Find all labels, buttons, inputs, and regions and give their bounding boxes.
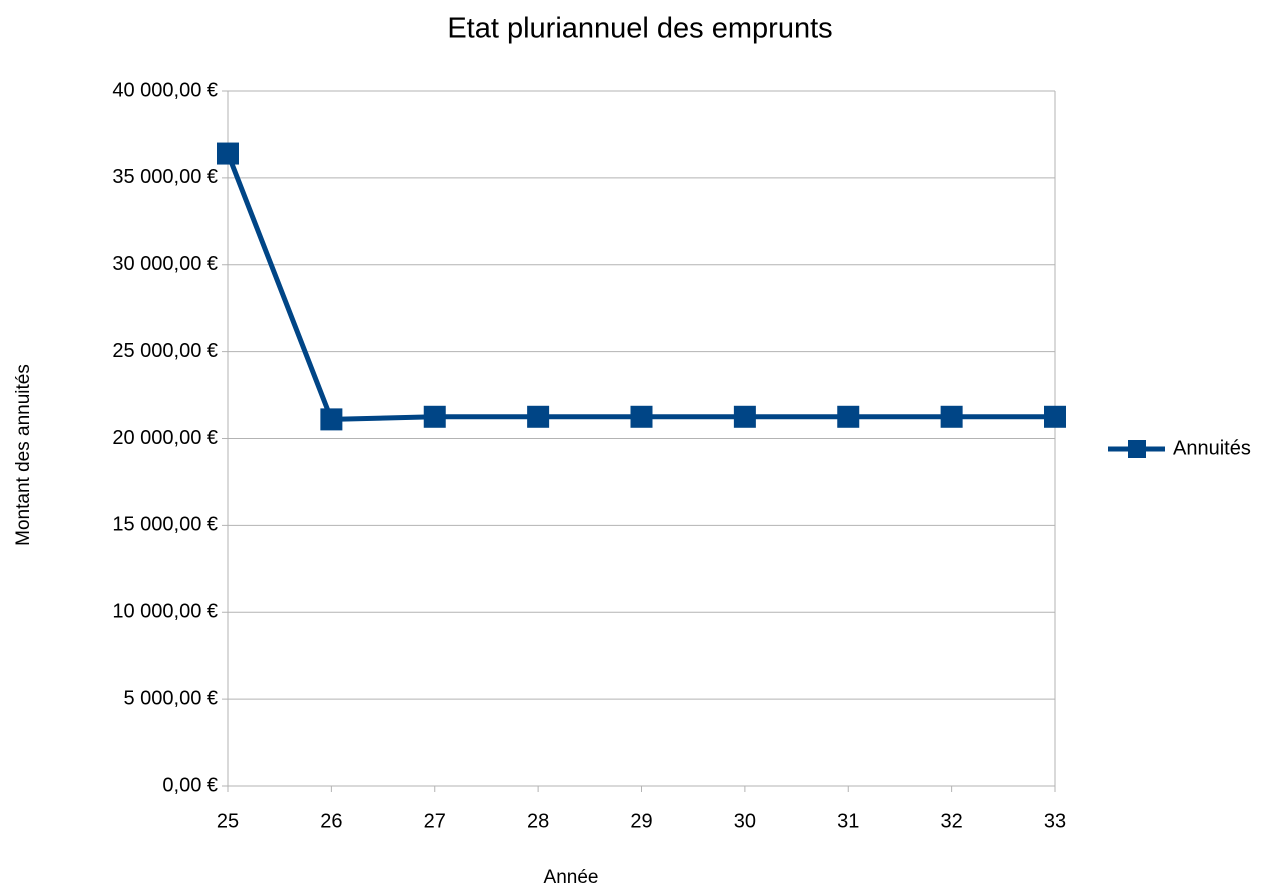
marker <box>1044 405 1066 428</box>
y-tick-label: 5 000,00 € <box>123 687 218 709</box>
marker <box>320 408 343 431</box>
y-axis-label: Montant des annuités <box>13 364 34 546</box>
marker <box>940 405 963 428</box>
y-tick-label: 15 000,00 € <box>112 514 218 536</box>
y-tick-label: 35 000,00 € <box>112 166 218 188</box>
chart-title: Etat pluriannuel des emprunts <box>447 13 832 45</box>
x-tick-label: 26 <box>320 810 342 832</box>
legend-label: Annuités <box>1173 437 1251 459</box>
y-tick-label: 25 000,00 € <box>112 340 218 362</box>
x-tick-label: 27 <box>424 810 446 832</box>
x-tick-label: 31 <box>837 810 859 832</box>
y-tick-label: 0,00 € <box>162 774 218 796</box>
marker <box>423 405 446 428</box>
y-tick-label: 40 000,00 € <box>112 79 218 101</box>
marker <box>630 405 653 428</box>
marker <box>527 405 550 428</box>
y-tick-label: 20 000,00 € <box>112 427 218 449</box>
marker <box>837 405 860 428</box>
marker <box>733 405 756 428</box>
x-tick-label: 32 <box>941 810 963 832</box>
legend-marker <box>1128 440 1146 458</box>
y-tick-label: 10 000,00 € <box>112 601 218 623</box>
x-tick-label: 30 <box>734 810 756 832</box>
data-line <box>225 152 1055 422</box>
x-tick-label: 25 <box>217 810 239 832</box>
y-tick-label: 30 000,00 € <box>112 253 218 275</box>
x-tick-label: 29 <box>630 810 652 832</box>
marker <box>217 142 239 165</box>
x-tick-label: 28 <box>527 810 549 832</box>
x-tick-label: 33 <box>1044 810 1066 832</box>
x-axis-label: Année <box>544 867 599 886</box>
